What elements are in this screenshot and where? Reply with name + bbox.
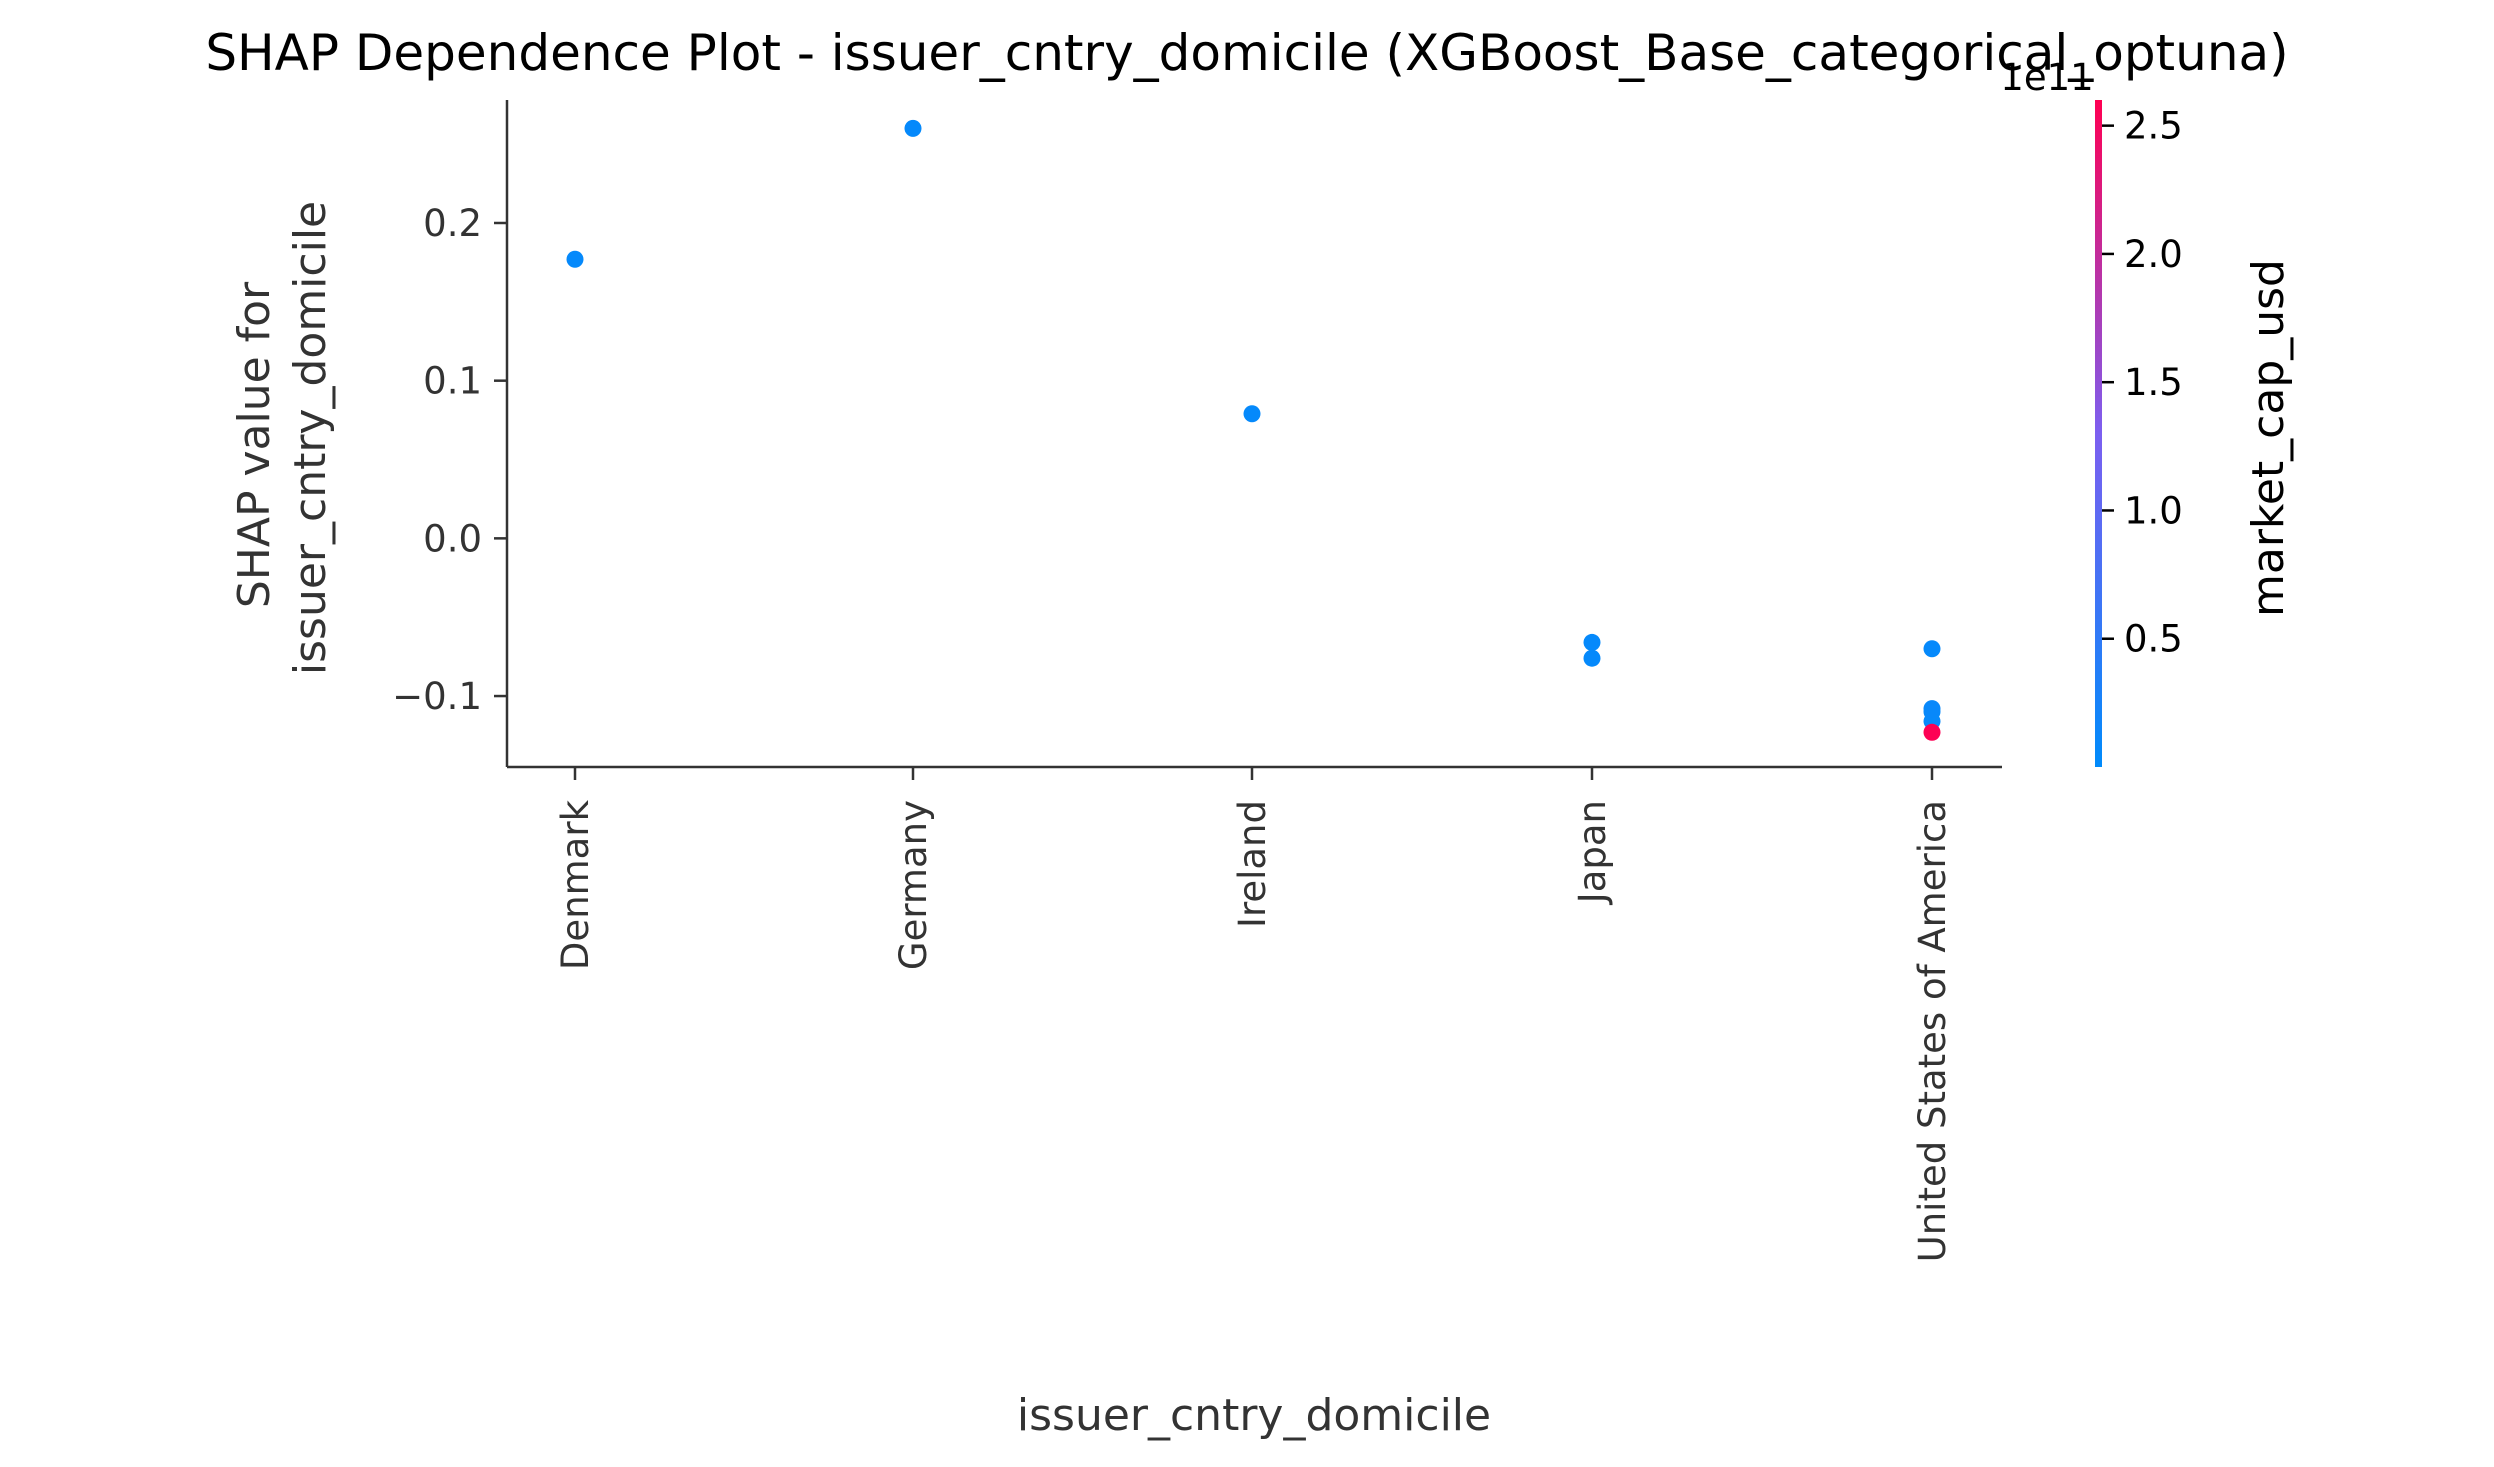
- data-point: [1923, 700, 1941, 718]
- x-axis-label: issuer_cntry_domicile: [1017, 1390, 1491, 1441]
- x-tick-label: Denmark: [554, 799, 597, 970]
- x-tick-label: United States of America: [1911, 800, 1954, 1262]
- x-ticks: Denmark Germany Ireland Japan United States …: [554, 767, 1954, 1262]
- x-tick-label: Ireland: [1231, 800, 1274, 928]
- colorbar-ticks: 0.5 1.0 1.5 2.0 2.5: [2102, 105, 2183, 661]
- data-point: [1243, 405, 1261, 423]
- data-point: [566, 250, 584, 268]
- x-tick-label: Germany: [892, 800, 935, 970]
- colorbar-tick-label: 2.0: [2124, 233, 2183, 276]
- chart-title: SHAP Dependence Plot - issuer_cntry_domi…: [205, 24, 2288, 82]
- colorbar-tick-label: 0.5: [2124, 618, 2183, 661]
- colorbar-offset-text: 1e11: [2000, 56, 2093, 99]
- colorbar-tick-label: 2.5: [2124, 105, 2183, 148]
- data-point: [1923, 723, 1941, 741]
- y-axis-label: SHAP value for issuer_cntry_domicile: [229, 201, 336, 675]
- data-point: [1923, 640, 1941, 658]
- y-tick-label: −0.1: [392, 675, 482, 718]
- y-axis-label-line-1: SHAP value for: [229, 281, 280, 608]
- data-point: [1583, 633, 1601, 651]
- colorbar-label: market_cap_usd: [2243, 259, 2294, 617]
- data-points: [566, 119, 1941, 741]
- y-tick-label: 0.2: [423, 202, 482, 245]
- x-tick-label: Japan: [1571, 800, 1614, 905]
- colorbar-tick-label: 1.5: [2124, 361, 2183, 404]
- colorbar: 0.5 1.0 1.5 2.0 2.5 1e11 market_cap_usd: [2000, 56, 2294, 767]
- colorbar-tick-label: 1.0: [2124, 489, 2183, 532]
- data-point: [904, 119, 922, 137]
- plot-area: −0.1 0.0 0.1 0.2 Denmark Germany Ireland Japan…: [392, 100, 2002, 1262]
- y-tick-label: 0.1: [423, 360, 482, 403]
- y-ticks: −0.1 0.0 0.1 0.2: [392, 202, 507, 718]
- y-tick-label: 0.0: [423, 517, 482, 560]
- colorbar-gradient: [2095, 100, 2102, 767]
- data-point: [1583, 649, 1601, 667]
- y-axis-label-line-2: issuer_cntry_domicile: [285, 201, 336, 675]
